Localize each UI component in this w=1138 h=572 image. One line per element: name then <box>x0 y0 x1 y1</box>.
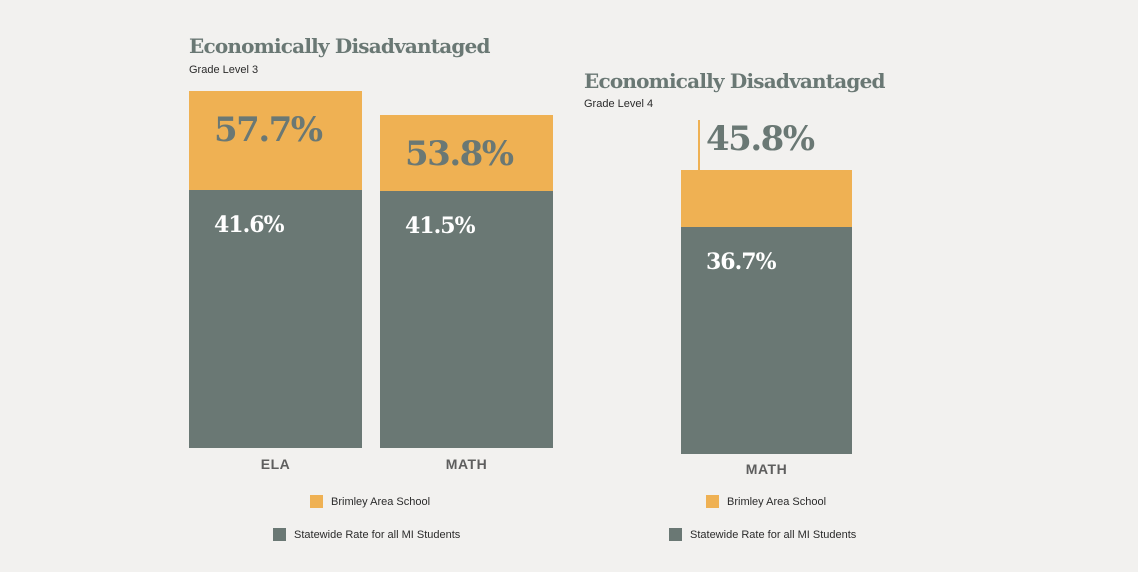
legend-label-statewide: Statewide Rate for all MI Students <box>690 528 857 541</box>
x-tick-label: MATH <box>445 456 488 472</box>
data-label-statewide: 41.6% <box>214 212 284 239</box>
data-label-school: 53.8% <box>405 133 514 174</box>
x-tick-label: ELA <box>260 456 291 472</box>
leader-line <box>698 120 700 171</box>
chart-title: Economically Disadvantaged <box>584 69 885 93</box>
bar-school-math <box>380 114 553 192</box>
data-label-statewide: 36.7% <box>706 248 776 275</box>
bar-statewide-ela <box>189 190 362 448</box>
legend-swatch-school <box>310 495 323 508</box>
legend-item-school: Brimley Area School <box>706 495 826 508</box>
bar-school-math <box>681 170 852 227</box>
legend-label-statewide: Statewide Rate for all MI Students <box>294 528 461 541</box>
chart-subtitle: Grade Level 4 <box>584 98 654 110</box>
legend-item-statewide: Statewide Rate for all MI Students <box>273 528 460 541</box>
legend-item-school: Brimley Area School <box>310 495 430 508</box>
legend-swatch-statewide <box>273 528 286 541</box>
chart-title: Economically Disadvantaged <box>189 34 490 58</box>
legend-swatch-school <box>706 495 719 508</box>
legend-item-statewide: Statewide Rate for all MI Students <box>669 528 856 541</box>
x-tick-label: MATH <box>745 461 788 477</box>
data-label-school: 45.8% <box>706 119 815 160</box>
legend-label-school: Brimley Area School <box>331 495 431 508</box>
chart-subtitle: Grade Level 3 <box>189 64 259 76</box>
bar-school-ela <box>189 90 362 191</box>
bar-statewide-math <box>380 191 553 448</box>
legend-label-school: Brimley Area School <box>727 495 827 508</box>
legend-swatch-statewide <box>669 528 682 541</box>
bar-statewide-math <box>681 226 852 454</box>
data-label-school: 57.7% <box>214 109 323 150</box>
data-label-statewide: 41.5% <box>405 213 475 240</box>
